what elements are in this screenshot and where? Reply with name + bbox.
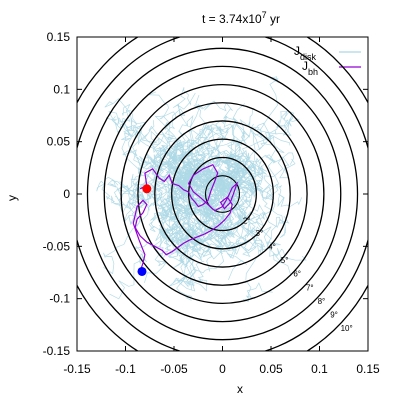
jdisk-track (235, 161, 303, 238)
x-tick-label: 0.05 (259, 362, 283, 376)
title-prefix: t = 3.74x10 (202, 12, 262, 26)
legend-jdisk-sub: disk (300, 52, 317, 62)
y-tick-label: -0.15 (43, 344, 71, 358)
jdisk-track (194, 169, 228, 274)
ring-label-5: 5° (281, 256, 289, 265)
reference-circle-5 (137, 102, 308, 286)
ring-label-4: 4° (268, 242, 276, 251)
chart-title: t = 3.74x107 yr (202, 10, 280, 26)
legend-label-jbh: Jbh (302, 59, 318, 77)
y-tick-label: -0.05 (43, 239, 71, 253)
legend-jbh-sub: bh (308, 67, 318, 77)
title-suffix: yr (267, 12, 280, 26)
jdisk-track (114, 121, 197, 212)
jbh-series (132, 163, 239, 272)
reference-circle-7 (103, 65, 342, 323)
x-tick-label: -0.05 (160, 362, 188, 376)
ring-label-2: 2° (243, 216, 251, 225)
y-tick-label: 0.15 (47, 30, 71, 44)
x-tick-label: -0.1 (115, 362, 136, 376)
jbh-line (132, 163, 239, 272)
title-text: t = 3.74x107 yr (202, 10, 280, 26)
marker-layer (137, 184, 152, 276)
x-axis-label: x (237, 382, 243, 396)
legend: Jdisk Jbh (294, 44, 361, 77)
x-axis: -0.15 -0.1 -0.05 0 0.05 0.1 0.15 (63, 37, 380, 376)
reference-circles (77, 37, 368, 351)
plot-area (77, 37, 368, 351)
ring-labels: 2° 3° 4° 5° 6° 7° 8° 9°10° (243, 216, 353, 333)
ring-label-9: 9° (330, 311, 338, 320)
ring-label-6: 6° (293, 270, 301, 279)
jdisk-track (195, 94, 256, 191)
jdisk-series (96, 76, 307, 302)
jdisk-track (190, 202, 239, 257)
reference-circle-1 (204, 175, 241, 213)
jdisk-track (210, 197, 276, 249)
blue-marker (137, 266, 147, 276)
title-exponent: 7 (262, 10, 267, 20)
reference-circle-8 (86, 47, 359, 341)
ring-label-8: 8° (318, 297, 326, 306)
jdisk-track (96, 176, 149, 225)
jdisk-track (164, 87, 222, 188)
jdisk-track (184, 108, 263, 204)
ring-label-10: 10° (341, 324, 353, 333)
ring-label-3: 3° (256, 229, 264, 238)
reference-circle-6 (120, 83, 325, 305)
ring-label-7: 7° (306, 283, 314, 292)
x-tick-label: 0.1 (311, 362, 328, 376)
y-axis-label: y (5, 195, 19, 201)
reference-circle-2 (187, 156, 258, 232)
jdisk-track (201, 134, 285, 213)
jdisk-track (155, 146, 265, 189)
x-tick-label: 0.15 (356, 362, 380, 376)
jdisk-track (153, 218, 192, 259)
y-tick-label: 0.05 (47, 135, 71, 149)
y-tick-label: -0.1 (49, 292, 70, 306)
y-axis: -0.15 -0.1 -0.05 0 0.05 0.1 0.15 (43, 30, 368, 358)
reference-circle-3 (171, 138, 274, 250)
x-tick-label: -0.15 (63, 362, 91, 376)
y-tick-label: 0 (63, 187, 70, 201)
jdisk-track (167, 170, 209, 287)
reference-circle-4 (154, 120, 291, 268)
legend-jbh-base: J (302, 59, 308, 73)
jdisk-track (170, 208, 273, 302)
red-marker (142, 184, 152, 194)
jdisk-track (167, 103, 246, 182)
x-tick-label: 0 (219, 362, 226, 376)
y-tick-label: 0.1 (53, 82, 70, 96)
